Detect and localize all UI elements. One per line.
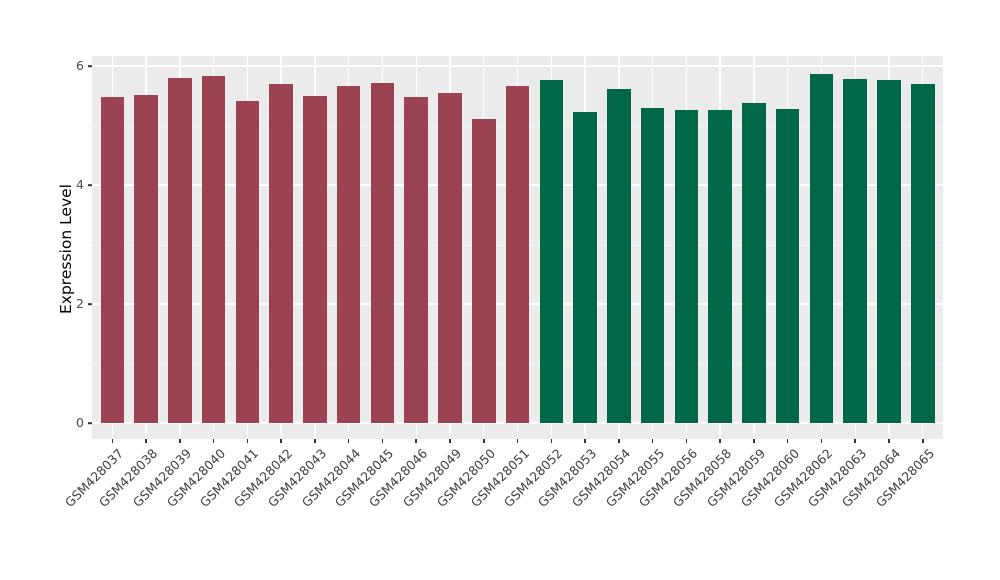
- y-tick-label: 0: [76, 414, 84, 430]
- bar-GSM428046: [404, 96, 429, 423]
- x-tick-mark: [618, 439, 620, 443]
- bar-GSM428059: [742, 103, 766, 423]
- bar-GSM428055: [640, 108, 665, 423]
- x-tick-mark: [854, 439, 857, 443]
- plot-panel: [92, 56, 943, 439]
- bar-GSM428038: [134, 94, 158, 423]
- bar-GSM428063: [843, 79, 868, 423]
- y-tick-mark: [88, 303, 92, 305]
- bar-GSM428040: [201, 75, 226, 423]
- y-tick-mark: [88, 422, 92, 424]
- x-tick-mark: [921, 439, 924, 443]
- bar-GSM428053: [573, 112, 597, 423]
- x-tick-mark: [516, 439, 519, 443]
- bar-GSM428062: [809, 73, 834, 423]
- x-tick-mark: [753, 439, 755, 443]
- x-tick-mark: [719, 439, 721, 443]
- bar-GSM428060: [775, 109, 800, 423]
- x-tick-mark: [246, 439, 249, 443]
- x-tick-mark: [347, 439, 350, 443]
- bar-GSM428037: [100, 96, 125, 423]
- x-tick-mark: [786, 439, 789, 443]
- x-tick-mark: [111, 439, 114, 443]
- x-tick-mark: [314, 439, 316, 443]
- y-tick-mark: [88, 184, 92, 186]
- y-tick-mark: [88, 65, 92, 67]
- x-tick-mark: [179, 439, 181, 443]
- bar-GSM428039: [168, 78, 192, 423]
- bar-GSM428052: [539, 80, 564, 423]
- bar-GSM428056: [674, 110, 699, 423]
- x-tick-mark: [584, 439, 586, 443]
- bar-GSM428050: [471, 118, 496, 423]
- x-tick-mark: [685, 439, 688, 443]
- bar-GSM428065: [910, 84, 935, 423]
- bar-GSM428043: [303, 95, 327, 423]
- bar-GSM428064: [877, 79, 901, 423]
- x-tick-mark: [415, 439, 418, 443]
- bar-GSM428044: [336, 86, 361, 423]
- x-tick-mark: [482, 439, 485, 443]
- bar-GSM428049: [438, 92, 462, 423]
- x-tick-mark: [280, 439, 282, 443]
- x-tick-mark: [550, 439, 553, 443]
- bar-GSM428045: [370, 83, 395, 423]
- y-axis-title: Expression Level: [57, 184, 75, 314]
- x-tick-mark: [381, 439, 384, 443]
- x-tick-mark: [145, 439, 147, 443]
- y-tick-label: 6: [76, 57, 84, 73]
- x-tick-mark: [820, 439, 823, 443]
- bar-GSM428041: [235, 101, 260, 423]
- x-tick-mark: [449, 439, 451, 443]
- x-tick-mark: [651, 439, 654, 443]
- y-tick-label: 2: [76, 295, 84, 311]
- x-tick-mark: [212, 439, 215, 443]
- bar-GSM428042: [269, 84, 293, 423]
- bar-GSM428058: [708, 110, 732, 423]
- bar-GSM428051: [505, 86, 530, 423]
- y-tick-label: 4: [76, 176, 84, 192]
- bar-GSM428054: [607, 89, 631, 423]
- x-tick-mark: [888, 439, 890, 443]
